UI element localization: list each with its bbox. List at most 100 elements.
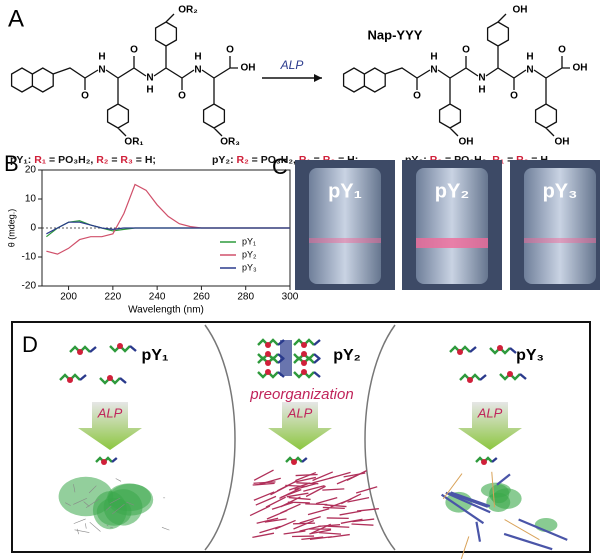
formula-part: R₂: [96, 154, 109, 166]
process-arrow: [458, 402, 522, 450]
aggregate: [107, 483, 154, 516]
atom-label: O: [226, 45, 234, 56]
x-tick-label: 280: [237, 292, 254, 303]
x-tick-label: 200: [60, 292, 77, 303]
phosphate: [77, 349, 83, 355]
nanofiber: [253, 491, 275, 501]
fiber: [518, 518, 568, 541]
nanofiber: [288, 496, 311, 501]
phosphate: [265, 360, 271, 366]
phosphate: [507, 371, 513, 377]
molecule-tail: [313, 339, 321, 346]
molecule-tail: [519, 373, 527, 380]
panel-label: A: [8, 5, 24, 32]
atom-label: N: [526, 65, 533, 76]
atom-label: O: [178, 91, 186, 102]
phosphate: [467, 377, 473, 383]
pink-band: [416, 238, 488, 248]
process-arrow: [268, 402, 332, 450]
panel-label: C: [272, 154, 288, 179]
nanofiber: [339, 510, 362, 516]
fibril: [83, 501, 90, 507]
formula-part: =: [108, 154, 120, 166]
nanofiber: [315, 496, 338, 505]
phosphate: [301, 369, 307, 375]
atom-label: OH: [513, 5, 528, 16]
phosphate: [291, 459, 297, 465]
atom-label: N: [478, 73, 485, 84]
atom-label: N: [430, 65, 437, 76]
nanofiber: [343, 472, 366, 478]
phosphate: [301, 342, 307, 348]
arrow-head: [314, 74, 322, 82]
x-tick-label: 240: [149, 292, 166, 303]
y-tick-label: 10: [25, 194, 37, 205]
phosphate: [265, 351, 271, 357]
fibril: [76, 528, 80, 535]
nanofiber: [286, 492, 309, 498]
nanofiber: [283, 530, 306, 535]
nanofiber: [293, 522, 316, 525]
phosphate: [265, 369, 271, 375]
nanofiber: [259, 477, 281, 485]
nanofiber: [294, 476, 317, 483]
arrow-label: ALP: [287, 405, 313, 420]
phosphate: [301, 360, 307, 366]
fiber: [460, 536, 470, 559]
molecule-bonds: [10, 13, 238, 137]
vial: [309, 168, 381, 284]
atom-label: H: [146, 85, 153, 96]
atom-label: OR₂: [178, 5, 197, 16]
atom-label: O: [462, 45, 470, 56]
legend-label: pY₂: [242, 249, 257, 259]
formula-part: pY₂:: [212, 154, 237, 166]
nanofiber: [347, 496, 370, 503]
x-tick-label: 300: [282, 292, 299, 303]
group-label: pY₂: [333, 347, 361, 364]
molecule-bonds: [342, 13, 570, 137]
nanofiber: [249, 505, 271, 517]
formula-part: R₁: [492, 154, 504, 166]
pink-band: [309, 238, 381, 243]
fiber: [475, 521, 482, 542]
nanofiber: [287, 501, 310, 504]
nanofiber: [346, 470, 367, 481]
atom-label: OH: [241, 63, 256, 74]
molecule-tail: [469, 346, 477, 353]
atom-label: N: [98, 65, 105, 76]
arrow-label: ALP: [280, 58, 304, 72]
formula: pY₂: R₂ = PO₃H₂, R₁ = R₃ = H;: [212, 154, 358, 166]
formula-part: = H;: [133, 154, 156, 166]
formula-part: = PO₃H₂,: [249, 154, 299, 166]
nanofiber: [322, 506, 345, 510]
fiber: [448, 491, 489, 508]
phosphate: [265, 342, 271, 348]
phosphate: [301, 351, 307, 357]
formula: pY₁: R₁ = PO₃H₂, R₂ = R₃ = H;: [10, 154, 156, 166]
nanofiber: [330, 498, 352, 508]
panel-d-frame: [11, 321, 591, 553]
nanofiber: [318, 524, 341, 528]
nanofiber: [319, 531, 342, 535]
panel-label: D: [22, 332, 38, 357]
formula-part: =: [311, 154, 323, 166]
fiber: [503, 532, 553, 551]
molecule-tail: [313, 371, 321, 378]
atom-label: OR₃: [220, 137, 240, 148]
nanofiber: [256, 517, 279, 524]
aggregate: [480, 482, 511, 498]
fiber: [450, 491, 491, 508]
nanofiber: [280, 503, 301, 514]
nanofiber: [276, 480, 298, 492]
nanofiber: [280, 489, 302, 499]
atom-label: O: [413, 91, 421, 102]
nanofiber: [264, 518, 287, 523]
nanofiber: [322, 488, 345, 491]
nanofiber: [299, 515, 321, 524]
x-tick-label: 220: [105, 292, 122, 303]
fibril: [89, 521, 101, 532]
nanofiber: [352, 518, 375, 523]
fiber: [442, 473, 463, 500]
nanofiber: [299, 525, 322, 532]
